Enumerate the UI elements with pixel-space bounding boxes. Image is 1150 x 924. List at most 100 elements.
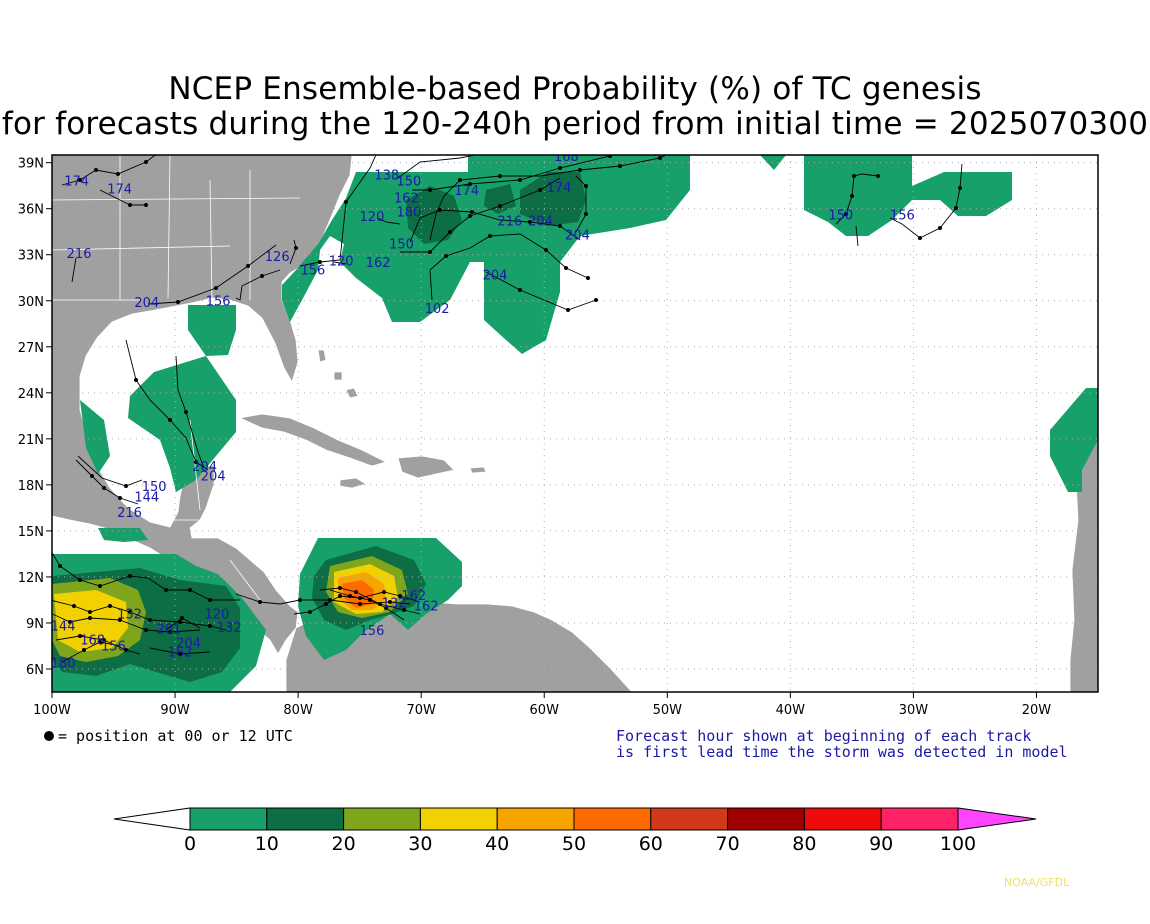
lat-label: 39N	[18, 157, 44, 172]
forecast-hour-label: 132	[117, 607, 142, 622]
lon-label: 100W	[33, 703, 71, 718]
forecast-hour-label: 156	[206, 294, 231, 309]
forecast-hour-label: 174	[107, 182, 132, 197]
lat-label: 36N	[18, 203, 44, 218]
forecast-hour-label: 180	[51, 656, 76, 671]
forecast-hour-label: 201	[156, 623, 181, 638]
colorbar-segment	[266, 807, 345, 831]
forecast-hour-label: 150	[396, 175, 421, 190]
forecast-hour-label: 174	[64, 175, 89, 190]
hispaniola-land	[397, 455, 455, 479]
colorbar-tick-label: 40	[485, 833, 509, 855]
colorbar-segment	[573, 807, 652, 831]
colorbar-tick-label: 50	[562, 833, 586, 855]
forecast-hour-label: 204	[134, 296, 159, 311]
forecast-hour-label: 162	[401, 589, 426, 604]
forecast-hour-label: 132	[217, 621, 242, 636]
forecast-hour-label: 180	[396, 205, 421, 220]
forecast-hour-label: 144	[51, 620, 76, 635]
forecast-hour-label: 162	[168, 646, 193, 661]
colorbar-segment	[727, 807, 805, 831]
forecast-hour-label: 204	[483, 268, 508, 283]
forecast-hour-label: 216	[67, 247, 92, 262]
prob-shade-20-c	[484, 184, 516, 214]
forecast-hour-label: 168	[80, 633, 105, 648]
forecast-hour-label: 150	[828, 208, 853, 223]
colorbar-arrow-high	[957, 807, 1037, 831]
lat-label: 18N	[18, 479, 44, 494]
credit-text: NOAA/GFDL	[1004, 876, 1070, 889]
lat-label: 21N	[18, 433, 44, 448]
forecast-hour-label: 102	[425, 302, 450, 317]
colorbar-tick-label: 10	[255, 833, 279, 855]
colorbar-tick-label: 100	[940, 833, 976, 855]
forecast-hour-label: 216	[497, 215, 522, 230]
colorbar-segment	[650, 807, 729, 831]
forecast-hour-label: 204	[201, 469, 226, 484]
colorbar-arrow-low	[113, 807, 191, 831]
forecast-hour-label: 162	[366, 256, 391, 271]
lat-label: 6N	[26, 663, 44, 678]
forecast-hour-label: 120	[204, 607, 229, 622]
prob-shade-20-a	[520, 172, 586, 226]
forecast-hour-label: 120	[360, 210, 385, 225]
lon-label: 50W	[653, 703, 683, 718]
longitude-labels: 100W 90W 80W 70W 60W 50W 40W 30W 20W	[33, 703, 1051, 718]
legend-dot-text: = position at 00 or 12 UTC	[58, 727, 293, 745]
forecast-hour-label: 144	[134, 491, 159, 506]
lon-label: 20W	[1022, 703, 1052, 718]
forecast-hour-label: 156	[890, 208, 915, 223]
forecast-hour-label: 168	[554, 150, 579, 165]
axis-ticks	[46, 162, 1037, 698]
forecast-hour-label: 174	[454, 184, 479, 199]
forecast-hour-label: 174	[547, 181, 572, 196]
forecast-hour-label: 156	[300, 264, 325, 279]
lat-label: 9N	[26, 617, 44, 632]
prob-shade-60	[342, 580, 374, 608]
prob-shade-gulf-west	[80, 400, 110, 474]
forecast-hour-label: 138	[374, 169, 399, 184]
title-line-1: NCEP Ensemble-based Probability (%) of T…	[168, 71, 982, 107]
lon-label: 70W	[406, 703, 436, 718]
lat-label: 27N	[18, 341, 44, 356]
lat-label: 12N	[18, 571, 44, 586]
colorbar-segment	[343, 807, 421, 831]
colorbar-tick-label: 60	[639, 833, 663, 855]
lat-label: 30N	[18, 295, 44, 310]
colorbar-tick-label: 80	[792, 833, 816, 855]
prob-shade-gulf-central	[128, 356, 236, 492]
forecast-hour-label: 120	[329, 254, 354, 269]
forecast-hour-label: 204	[192, 460, 217, 475]
forecast-hour-label: 132	[382, 597, 407, 612]
position-dot-icon	[44, 731, 54, 741]
prob-shade-20-b	[406, 186, 462, 244]
colorbar-segment	[496, 807, 575, 831]
lon-label: 90W	[160, 703, 190, 718]
colorbar-tick-label: 90	[869, 833, 893, 855]
colorbar-segment	[880, 807, 959, 831]
colorbar-segment	[803, 807, 882, 831]
forecast-hour-note-2: is first lead time the storm was detecte…	[616, 743, 1068, 761]
grid-lines	[52, 155, 1098, 692]
forecast-hour-label: 204	[176, 637, 201, 652]
forecast-hour-label: 162	[414, 600, 439, 615]
colorbar-segment	[419, 807, 498, 831]
forecast-hour-label: 162	[394, 192, 419, 207]
cuba-land	[238, 413, 388, 467]
lat-label: 15N	[18, 525, 44, 540]
lat-label: 24N	[18, 387, 44, 402]
forecast-hour-label: 156	[101, 640, 126, 655]
colorbar-tick-label: 0	[184, 833, 196, 855]
colorbar-tick-label: 30	[408, 833, 432, 855]
colorbar-segment	[189, 807, 268, 831]
title-line-2: for forecasts during the 120-240h period…	[1, 106, 1149, 142]
latitude-labels: 39N 36N 33N 30N 27N 24N 21N 18N 15N 12N 9N 6N	[18, 157, 44, 678]
lat-label: 33N	[18, 249, 44, 264]
forecast-hour-label: 216	[117, 506, 142, 521]
prob-shade-africa	[1050, 388, 1098, 492]
lon-label: 80W	[283, 703, 313, 718]
lon-label: 30W	[899, 703, 929, 718]
forecast-hour-label: 126	[265, 250, 290, 265]
